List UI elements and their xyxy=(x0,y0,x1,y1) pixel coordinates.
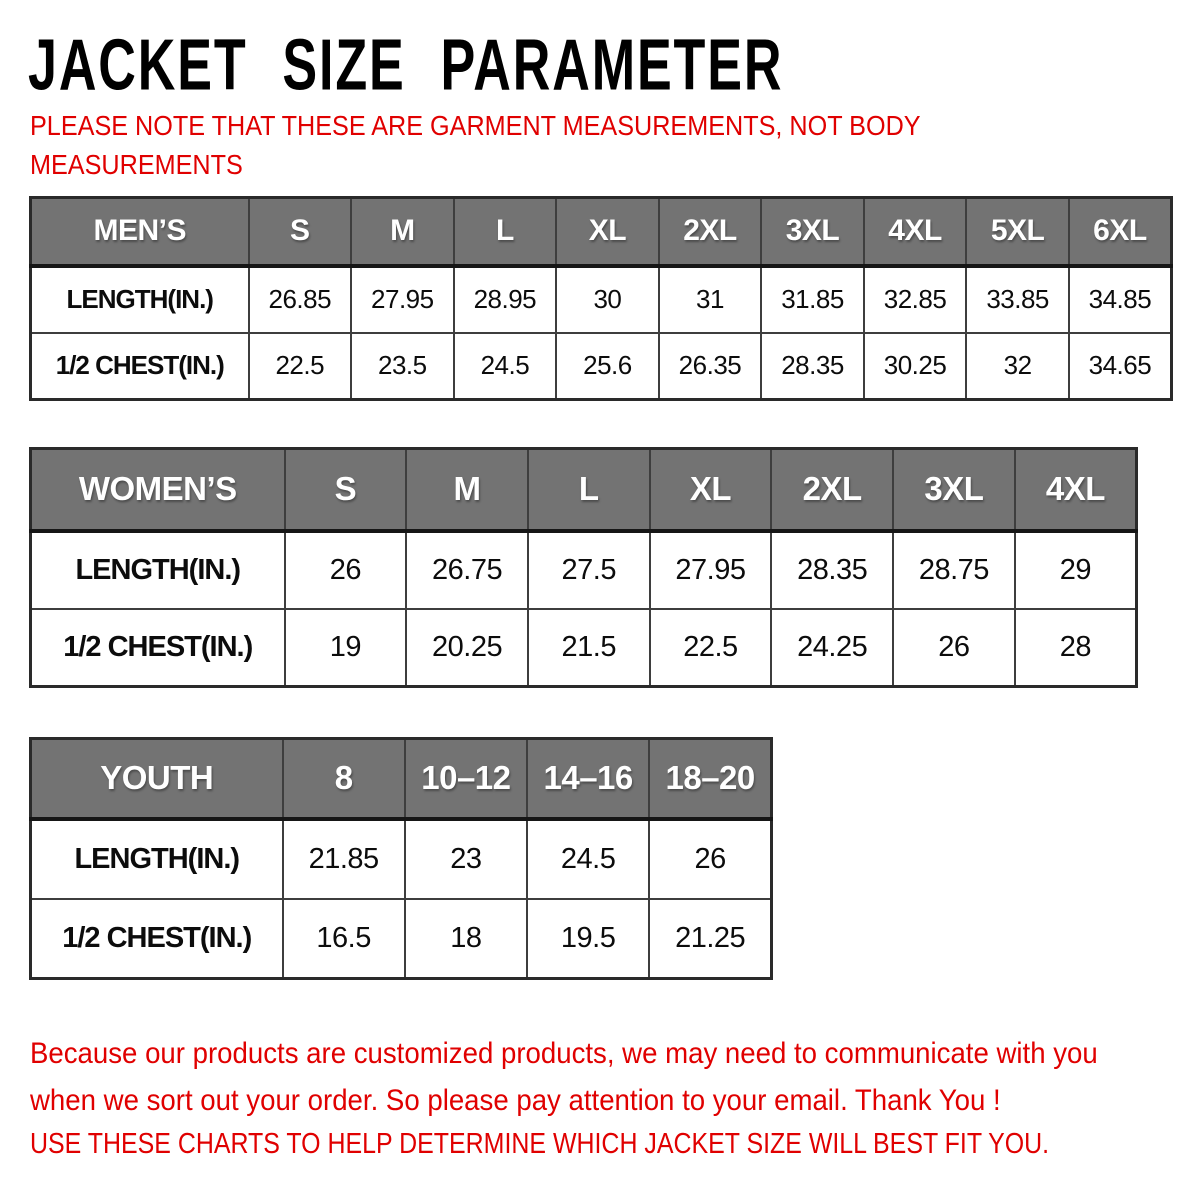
table-cell: 21.85 xyxy=(281,817,406,900)
table-cell: 16.5 xyxy=(281,897,406,980)
table-cell: 28.95 xyxy=(452,264,558,334)
womens-header-row: WOMEN’S S M L XL 2XL 3XL 4XL xyxy=(29,447,1138,533)
table-row: 1/2 CHEST(IN.) 19 20.25 21.5 22.5 24.25 … xyxy=(29,607,1138,688)
column-header: 4XL xyxy=(1013,447,1138,533)
table-cell: 34.65 xyxy=(1067,331,1173,401)
table-cell: 24.5 xyxy=(525,817,651,900)
row-label: 1/2 CHEST(IN.) xyxy=(29,607,286,688)
column-header: S xyxy=(283,447,408,533)
column-header: L xyxy=(526,447,651,533)
column-header: M xyxy=(350,196,455,268)
row-label: LENGTH(IN.) xyxy=(29,817,284,900)
column-header: WOMEN’S xyxy=(29,447,286,533)
row-label: LENGTH(IN.) xyxy=(29,529,286,610)
table-row: LENGTH(IN.) 26 26.75 27.5 27.95 28.35 28… xyxy=(29,529,1138,610)
table-cell: 23.5 xyxy=(350,331,455,401)
column-header: L xyxy=(452,196,558,268)
column-header: 3XL xyxy=(892,447,1016,533)
table-cell: 33.85 xyxy=(965,264,1070,334)
table-cell: 26 xyxy=(648,817,773,900)
table-cell: 19 xyxy=(283,607,408,688)
row-label: 1/2 CHEST(IN.) xyxy=(29,897,284,980)
table-cell: 26.75 xyxy=(405,529,529,610)
table-cell: 27.5 xyxy=(526,529,651,610)
table-cell: 28 xyxy=(1013,607,1138,688)
table-cell: 31.85 xyxy=(760,264,865,334)
table-cell: 22.5 xyxy=(247,331,353,401)
page-title-text: JACKET SIZE PARAMETER xyxy=(28,23,784,106)
column-header: YOUTH xyxy=(29,737,284,821)
table-cell: 32 xyxy=(965,331,1070,401)
notice-line: when we sort out your order. So please p… xyxy=(30,1084,1001,1117)
column-header: 4XL xyxy=(862,196,968,268)
table-cell: 28.35 xyxy=(770,529,895,610)
table-cell: 26 xyxy=(892,607,1016,688)
notice-line: Because our products are customized prod… xyxy=(30,1037,1098,1070)
column-header: 6XL xyxy=(1067,196,1173,268)
column-header: 2XL xyxy=(770,447,895,533)
table-row: LENGTH(IN.) 26.85 27.95 28.95 30 31 31.8… xyxy=(29,264,1173,334)
column-header: 10–12 xyxy=(403,737,529,821)
customization-notice: Because our products are customized prod… xyxy=(30,1030,1191,1124)
column-header: 18–20 xyxy=(648,737,773,821)
table-cell: 26.85 xyxy=(247,264,353,334)
youth-size-table: YOUTH 8 10–12 14–16 18–20 LENGTH(IN.) 21… xyxy=(29,737,773,980)
table-cell: 18 xyxy=(403,897,529,980)
column-header: 3XL xyxy=(760,196,865,268)
table-cell: 27.95 xyxy=(648,529,773,610)
table-cell: 28.35 xyxy=(760,331,865,401)
column-header: XL xyxy=(648,447,773,533)
column-header: 5XL xyxy=(965,196,1070,268)
row-label: 1/2 CHEST(IN.) xyxy=(29,331,250,401)
table-cell: 29 xyxy=(1013,529,1138,610)
table-cell: 26.35 xyxy=(657,331,763,401)
column-header: S xyxy=(247,196,353,268)
note-line: MEASUREMENTS xyxy=(30,149,243,180)
table-cell: 21.25 xyxy=(648,897,773,980)
page-title: JACKET SIZE PARAMETER xyxy=(28,22,840,105)
table-cell: 20.25 xyxy=(405,607,529,688)
column-header: XL xyxy=(555,196,660,268)
table-cell: 24.25 xyxy=(770,607,895,688)
table-cell: 32.85 xyxy=(862,264,968,334)
table-row: 1/2 CHEST(IN.) 22.5 23.5 24.5 25.6 26.35… xyxy=(29,331,1173,401)
garment-measurement-note: PLEASE NOTE THAT THESE ARE GARMENT MEASU… xyxy=(30,106,1020,184)
note-line: PLEASE NOTE THAT THESE ARE GARMENT MEASU… xyxy=(30,110,921,141)
column-header: M xyxy=(405,447,529,533)
row-label: LENGTH(IN.) xyxy=(29,264,250,334)
table-cell: 26 xyxy=(283,529,408,610)
table-row: LENGTH(IN.) 21.85 23 24.5 26 xyxy=(29,817,773,900)
table-cell: 34.85 xyxy=(1067,264,1173,334)
table-cell: 28.75 xyxy=(892,529,1016,610)
mens-header-row: MEN’S S M L XL 2XL 3XL 4XL 5XL 6XL xyxy=(29,196,1173,268)
table-cell: 30.25 xyxy=(862,331,968,401)
table-cell: 27.95 xyxy=(350,264,455,334)
table-cell: 21.5 xyxy=(526,607,651,688)
column-header: MEN’S xyxy=(29,196,250,268)
table-row: 1/2 CHEST(IN.) 16.5 18 19.5 21.25 xyxy=(29,897,773,980)
table-cell: 23 xyxy=(403,817,529,900)
table-cell: 31 xyxy=(657,264,763,334)
mens-size-table: MEN’S S M L XL 2XL 3XL 4XL 5XL 6XL LENGT… xyxy=(29,196,1173,401)
column-header: 2XL xyxy=(657,196,763,268)
table-cell: 22.5 xyxy=(648,607,773,688)
table-cell: 19.5 xyxy=(525,897,651,980)
youth-header-row: YOUTH 8 10–12 14–16 18–20 xyxy=(29,737,773,821)
womens-size-table: WOMEN’S S M L XL 2XL 3XL 4XL LENGTH(IN.)… xyxy=(29,447,1138,688)
column-header: 14–16 xyxy=(525,737,651,821)
chart-usage-note: USE THESE CHARTS TO HELP DETERMINE WHICH… xyxy=(30,1128,1050,1160)
column-header: 8 xyxy=(281,737,406,821)
table-cell: 25.6 xyxy=(555,331,660,401)
table-cell: 24.5 xyxy=(452,331,558,401)
table-cell: 30 xyxy=(555,264,660,334)
